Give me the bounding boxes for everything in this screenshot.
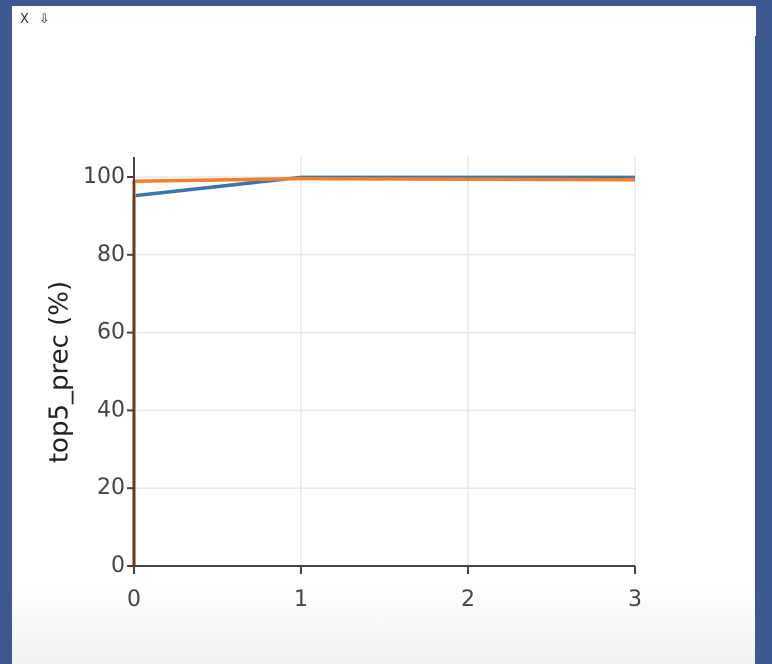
y-tick-label-40: 40 [97,397,125,422]
y-tick-label-80: 80 [97,242,125,267]
series-line-1 [132,175,635,566]
x-tick-label-3: 3 [628,587,642,612]
x-tick-label-2: 2 [461,587,475,612]
y-tick-label-60: 60 [97,320,125,345]
x-tick-label-0: 0 [127,587,141,612]
x-tick-label-1: 1 [294,587,308,612]
y-tick-label-100: 100 [83,164,125,189]
download-icon[interactable]: ⇩ [38,12,50,27]
plot-toolbar: X ⇩ [20,12,50,28]
y-tick-label-20: 20 [97,475,125,500]
close-icon[interactable]: X [20,12,29,27]
tick-labels: 0 20 40 60 80 100 0 1 2 3 [83,164,642,612]
series-group [132,175,636,566]
panel-edge [754,6,756,36]
y-axis-label: top5_prec (%) [45,281,75,463]
y-tick-label-0: 0 [111,553,125,578]
series-line-2 [132,176,636,566]
grid [134,157,636,566]
axes [127,157,636,574]
